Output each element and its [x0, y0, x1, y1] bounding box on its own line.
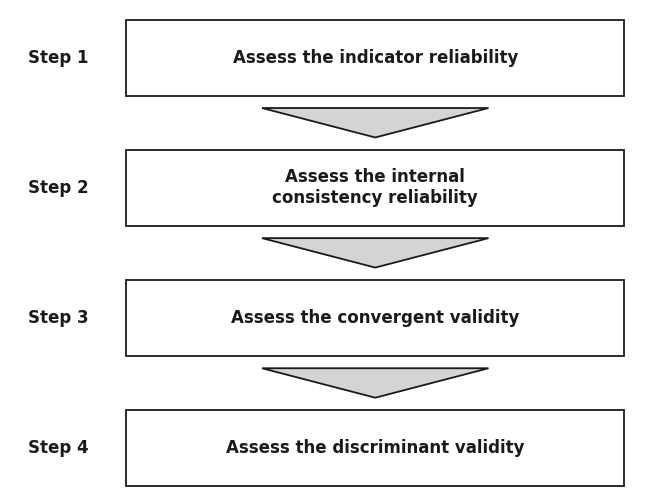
Text: Step 2: Step 2: [28, 179, 89, 197]
Text: Assess the internal
consistency reliability: Assess the internal consistency reliabil…: [272, 168, 478, 207]
Text: Step 3: Step 3: [28, 309, 89, 327]
Bar: [126, 20, 624, 96]
Text: Assess the convergent validity: Assess the convergent validity: [231, 309, 520, 327]
Text: Assess the discriminant validity: Assess the discriminant validity: [226, 439, 525, 457]
Text: Step 1: Step 1: [28, 49, 89, 67]
Polygon shape: [262, 108, 488, 137]
Polygon shape: [262, 368, 488, 398]
Bar: [126, 280, 624, 356]
Bar: [126, 150, 624, 226]
Polygon shape: [262, 238, 488, 268]
Text: Step 4: Step 4: [28, 439, 89, 457]
Text: Assess the indicator reliability: Assess the indicator reliability: [232, 49, 518, 67]
Bar: [126, 410, 624, 486]
